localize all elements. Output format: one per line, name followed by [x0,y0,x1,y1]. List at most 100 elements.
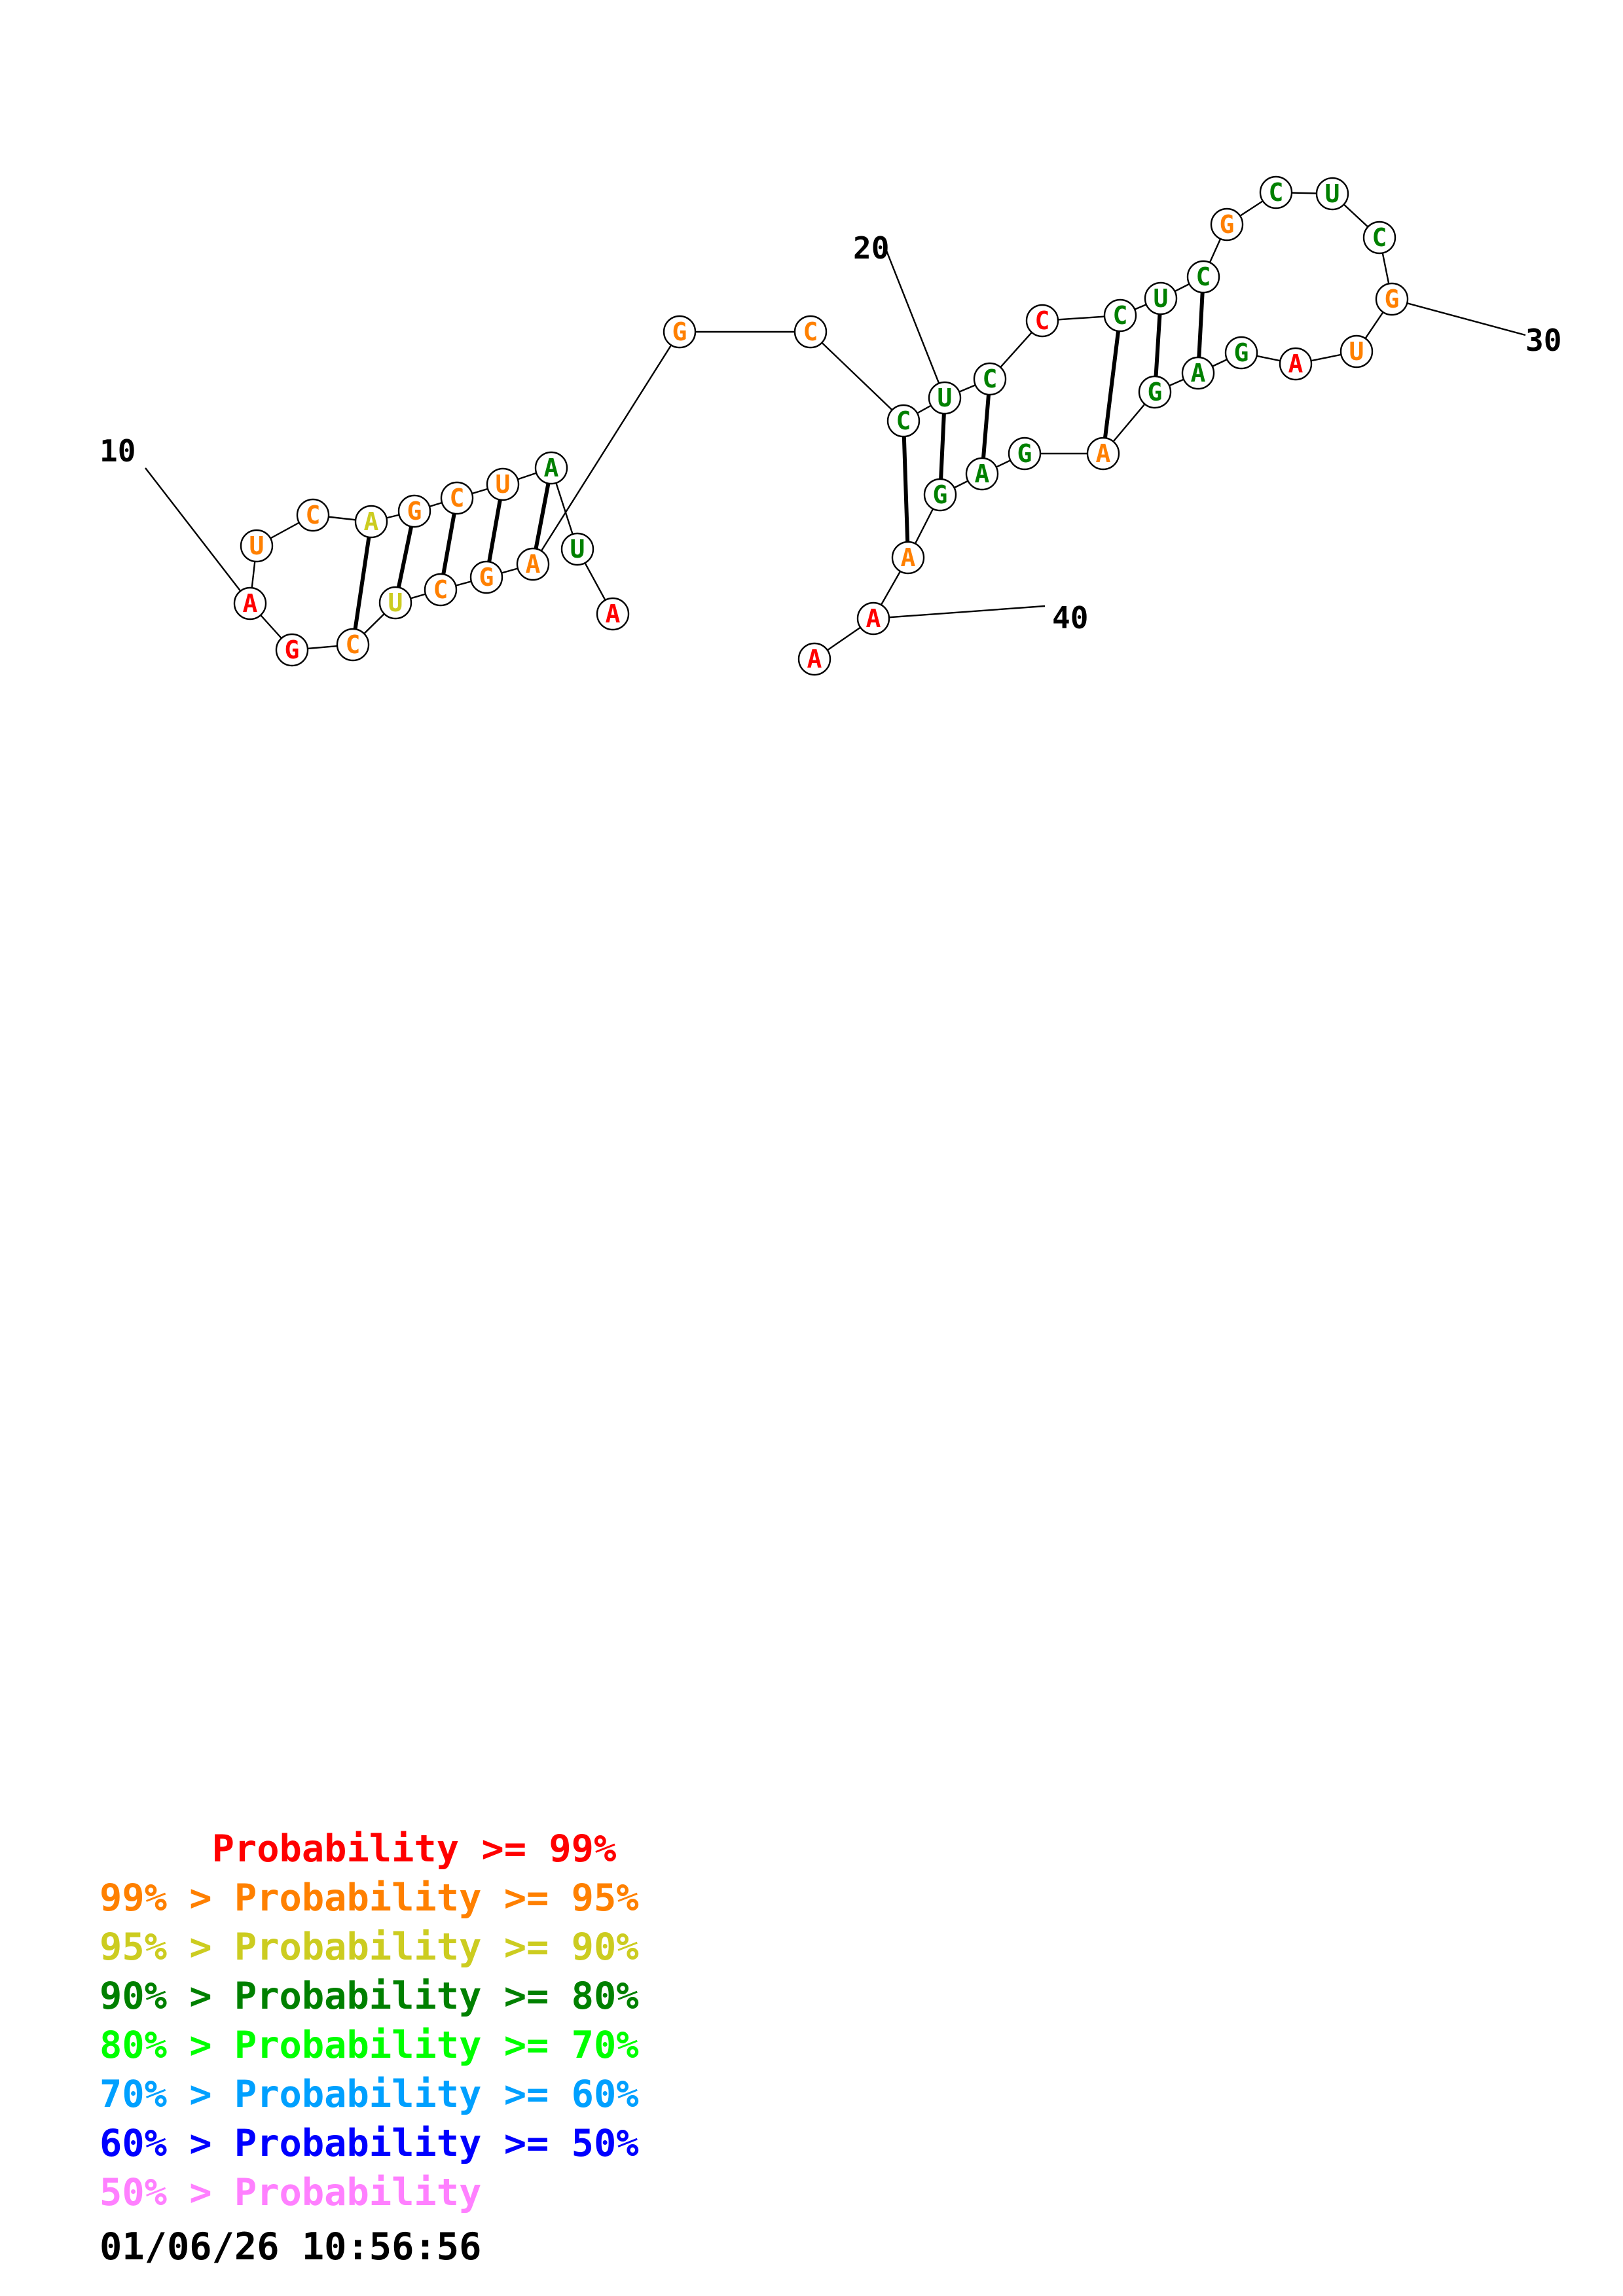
nucleotide-circle [440,481,474,515]
nucleotide-circle [560,532,594,566]
nucleotide-letter: C [306,501,321,529]
nucleotide-letter: C [983,365,998,393]
nucleotide: A [596,597,630,631]
nucleotide: G [469,560,503,594]
position-tick [145,467,251,604]
nucleotide-letter: A [526,550,541,579]
nucleotide-letter: U [1349,337,1364,366]
nucleotide-letter: C [1372,223,1387,252]
nucleotide: G [1224,336,1258,370]
nucleotide-letter: C [1035,306,1050,335]
nucleotide-circle [1008,437,1042,471]
nucleotide: U [1315,177,1349,211]
nucleotide-letter: C [1269,178,1284,207]
nucleotide: G [1138,375,1172,409]
nucleotide: G [397,494,431,528]
nucleotide: G [663,315,697,349]
nucleotide-circle [486,467,520,501]
nucleotide-circle [1375,282,1409,316]
backbone-segment [810,331,904,422]
nucleotide: C [424,573,458,607]
nucleotide-circle [965,457,999,491]
nucleotide-circle [296,498,330,532]
nucleotide-circle [424,573,458,607]
base-pair-bond [534,483,551,549]
nucleotide-circle [1259,175,1293,209]
nucleotide: C [1362,221,1396,255]
nucleotide-circle [663,315,697,349]
nucleotide-circle [354,505,388,539]
position-tick-layer: 10 20 30 40 [100,230,1561,636]
nucleotide-circle [886,404,921,438]
nucleotide: C [793,315,828,349]
nucleotide-letter: G [285,636,300,664]
base-pair-bond [1197,292,1205,358]
nucleotide-letter: A [901,543,916,572]
nucleotide-circle [928,381,962,415]
nucleotide-letter: G [1385,285,1400,314]
nucleotide-letter: A [606,600,621,628]
nucleotide-circle [469,560,503,594]
nucleotide: A [856,601,890,636]
nucleotide: U [560,532,594,566]
nucleotide: A [797,642,831,676]
nucleotide-circle [1186,260,1220,294]
base-pair-bond [396,526,414,588]
nucleotide-circle [1362,221,1396,255]
nucleotide: C [886,404,921,438]
base-pair-bond [441,513,456,575]
nucleotide-circle [891,541,925,575]
nucleotide-letter: A [364,507,379,536]
nucleotide: A [233,586,267,620]
nucleotide-letter: U [1325,179,1340,208]
nucleotide-circle [1279,347,1313,381]
nucleotide-letter: G [407,497,422,526]
nucleotide: U [486,467,520,501]
position-label: 10 [100,433,136,469]
nucleotide-circle [596,597,630,631]
nucleotide: G [923,478,957,512]
legend-entry: 90% > Probability >= 80% [100,1975,639,2018]
base-pair-bond [981,394,991,459]
backbone-segment [532,331,681,565]
position-tick [884,247,946,399]
nucleotide-circle [397,494,431,528]
nucleotide-letter: U [496,470,511,499]
base-pair-bond [353,537,371,630]
nucleotide-letter: U [938,384,953,412]
nucleotide: C [1103,298,1137,332]
nucleotide-letter: C [346,630,361,659]
nucleotide-letter: A [866,604,881,633]
nucleotide-circle [1025,304,1059,338]
nucleotide-circle [336,628,370,662]
nucleotide: A [354,505,388,539]
nucleotide-letter: A [243,589,258,618]
nucleotide-letter: A [1288,350,1304,378]
legend-entry: Probability >= 99% [100,1827,617,1871]
nucleotide-circle [1181,356,1215,390]
nucleotide-circle [275,633,309,667]
nucleotide-letter: C [433,575,448,604]
nucleotide-letter: G [1220,210,1235,239]
nucleotide-letter: G [479,563,494,592]
nucleotide-circle [1103,298,1137,332]
nucleotide-circle [973,362,1007,396]
nucleotide-circle [1340,334,1374,368]
nucleotide-letter: A [1191,359,1206,387]
nucleotide-letter: C [1113,301,1128,330]
nucleotide: C [336,628,370,662]
nucleotide-circle [1224,336,1258,370]
nucleotide: U [378,586,412,620]
legend-entry: 70% > Probability >= 60% [100,2073,639,2116]
position-tick [1391,298,1526,336]
nucleotide-letter: U [388,588,403,617]
nucleotide: U [928,381,962,415]
nucleotide: U [1144,281,1178,315]
base-pair-bond [1154,314,1162,377]
nucleotide-circle [534,451,568,485]
nucleotide: U [240,529,274,563]
nucleotide-letter: U [249,531,264,560]
nucleotide-letter: G [672,317,687,346]
nucleotide-circle [1086,437,1120,471]
